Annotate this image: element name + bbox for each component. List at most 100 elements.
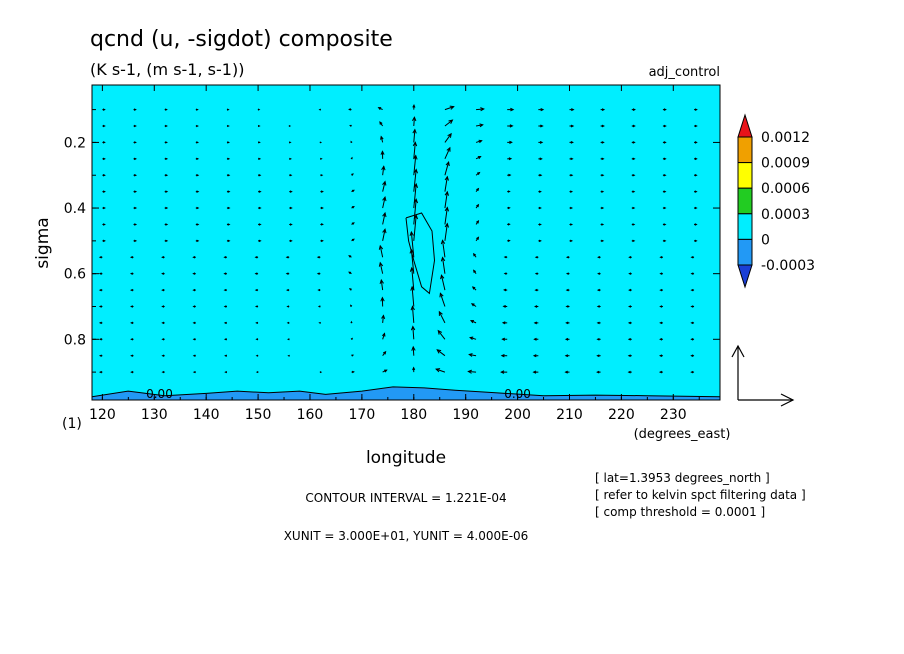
vector-arrow (411, 267, 415, 291)
vector-arrow (439, 293, 446, 307)
vector-arrow-head (507, 239, 511, 243)
vector-arrow-head (351, 354, 355, 357)
vector-arrow-head (130, 338, 134, 341)
vector-arrow-head (601, 190, 605, 193)
vector-arrow-head (351, 222, 355, 225)
vector-arrow-head (192, 272, 196, 275)
vector-arrow-head (659, 321, 663, 325)
vector-arrow-head (601, 239, 605, 243)
vector-arrow (413, 169, 417, 192)
vector-arrow-head (227, 223, 231, 226)
vector-arrow-head (130, 288, 134, 292)
vector-arrow-head (316, 272, 320, 275)
vector-arrow-head (258, 157, 262, 160)
vector-arrow-head (411, 345, 416, 351)
vector-arrow-head (257, 108, 261, 111)
x-tick-label: 160 (297, 407, 324, 423)
vector-arrow-head (288, 125, 292, 128)
vector-arrow-head (690, 272, 694, 275)
vector-arrow-head (287, 338, 290, 341)
vector-arrow-head (534, 256, 538, 259)
x-axis: 120 130 140 150 160 170 180 190 200 210 220 230 (89, 85, 700, 423)
vector-arrow-head (444, 175, 449, 181)
vector-arrow-head (468, 353, 473, 357)
vector-arrow-head (632, 173, 636, 177)
vector-arrow-head (509, 124, 514, 128)
vector-arrow-head (659, 272, 663, 275)
vector-arrow-head (258, 190, 262, 193)
vector-arrow-head (98, 338, 102, 341)
vector-arrow-head (503, 288, 507, 292)
vector-arrow-head (632, 141, 636, 144)
vector-arrow-head (320, 206, 324, 210)
vector-arrow-head (663, 206, 667, 210)
vector-arrow (413, 199, 417, 225)
vector-arrow-head (289, 239, 293, 243)
vector-arrow-head (164, 124, 168, 128)
vector-arrow-head (224, 370, 228, 374)
vector-arrow-head (507, 206, 511, 210)
vector-arrow (379, 262, 384, 274)
vector-arrow-head (227, 174, 231, 177)
vector-arrow-head (508, 157, 513, 161)
vector-arrow-head (227, 124, 230, 128)
vector-arrow-head (227, 239, 231, 243)
vector-arrow-head (382, 228, 387, 234)
vector-arrow-head (476, 171, 481, 176)
vector-arrow-head (102, 157, 106, 161)
vector-arrow-head (564, 354, 569, 358)
vector-arrow-head (534, 305, 538, 308)
vector-arrow-head (467, 369, 472, 374)
vector-arrow-head (381, 314, 386, 320)
vector-arrow-head (161, 338, 165, 341)
contour-label: 0.00 (146, 387, 173, 401)
vector-arrow-head (690, 321, 694, 325)
vector-arrow-head (196, 124, 199, 128)
vector-arrow-head (570, 239, 574, 243)
vector-arrow-head (98, 370, 102, 374)
vector-arrow-head (382, 196, 387, 202)
vector-arrow-head (381, 165, 386, 171)
vector-arrow (382, 229, 386, 241)
vector-arrow-head (469, 320, 474, 324)
vector-arrow-head (502, 304, 506, 308)
vector-arrow-head (694, 223, 698, 226)
vector-arrow-head (192, 305, 196, 308)
vector-arrow-head (413, 182, 419, 188)
vector-arrow-head (570, 173, 574, 177)
vector-arrow-head (469, 336, 474, 341)
vector-arrow-head (410, 305, 415, 311)
vector-arrow-head (98, 305, 102, 308)
colorbar-label: 0.0009 (761, 156, 810, 172)
vector-arrow-head (98, 288, 102, 292)
vector-arrow-head (227, 206, 231, 210)
vector-arrow-head (501, 321, 506, 325)
colorbar-min-arrow (737, 264, 753, 289)
vector-arrow-head (161, 370, 165, 374)
vector-arrow-head (102, 173, 106, 177)
vector-arrow-head (435, 368, 441, 373)
vector-arrow-head (690, 256, 694, 259)
vector-arrow-head (195, 108, 199, 111)
vector-arrow (444, 223, 448, 241)
vector-arrow-head (476, 203, 480, 208)
vector-arrow-head (663, 223, 667, 226)
vector-arrow-head (349, 287, 352, 291)
vector-arrow-head (380, 296, 385, 302)
vector-arrow-head (444, 190, 449, 196)
vector-arrow-head (378, 244, 384, 250)
x-tick-label: 140 (193, 407, 220, 423)
vector-arrow-head (627, 321, 632, 325)
vector-arrow-head (257, 124, 261, 128)
vector-arrow-head (564, 370, 568, 374)
vector-arrow-head (348, 108, 352, 111)
vector-arrow-head (289, 174, 293, 177)
vector-arrow-head (510, 107, 515, 112)
vector-arrow-head (690, 370, 694, 374)
vector-arrow-head (412, 104, 416, 108)
vector-arrow-head (254, 305, 258, 308)
vector-arrow-head (288, 141, 292, 144)
vector-arrow-head (597, 256, 601, 259)
vector-arrow-head (596, 288, 600, 292)
vector-arrow-head (480, 107, 485, 112)
